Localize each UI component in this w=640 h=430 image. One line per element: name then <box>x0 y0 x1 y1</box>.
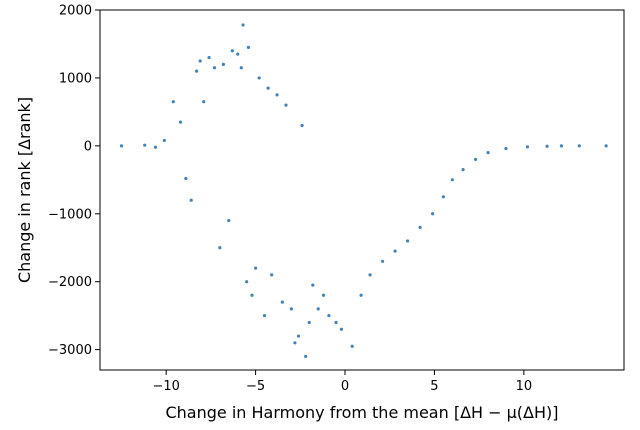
scatter-point <box>393 249 397 253</box>
scatter-point <box>545 144 549 148</box>
scatter-point <box>218 246 222 250</box>
scatter-point <box>207 55 211 60</box>
scatter-point <box>311 283 315 287</box>
y-tick-label: 0 <box>84 139 92 154</box>
y-axis-label: Change in rank [Δrank] <box>15 97 34 283</box>
y-tick-label: −2000 <box>48 275 92 290</box>
scatter-point <box>577 144 581 148</box>
scatter-point <box>262 314 267 318</box>
scatter-point <box>316 307 320 311</box>
scatter-point <box>253 266 258 270</box>
scatter-point <box>304 354 308 359</box>
x-tick-label: −10 <box>152 379 179 394</box>
scatter-point <box>406 239 410 243</box>
plot-frame <box>99 9 625 371</box>
x-tick-label: −5 <box>246 379 265 394</box>
scatter-points <box>119 23 608 359</box>
scatter-point <box>270 273 274 277</box>
scatter-point <box>486 151 490 155</box>
scatter-point <box>119 144 124 148</box>
scatter-point <box>257 76 261 80</box>
scatter-point <box>450 178 454 182</box>
scatter-point <box>473 157 478 162</box>
scatter-point <box>230 49 234 53</box>
scatter-point <box>275 93 279 97</box>
scatter-point <box>184 176 188 181</box>
x-tick-label: 10 <box>516 379 533 394</box>
scatter-point <box>296 334 301 338</box>
scatter-point <box>307 320 311 325</box>
scatter-point <box>300 123 304 128</box>
scatter-point <box>431 212 435 216</box>
scatter-point <box>162 138 166 143</box>
scatter-point <box>350 344 354 348</box>
scatter-point <box>245 280 249 284</box>
scatter-point <box>250 293 254 297</box>
scatter-point <box>339 327 344 331</box>
scatter-point <box>293 341 297 345</box>
scatter-point <box>241 23 245 27</box>
scatter-point <box>143 143 147 147</box>
scatter-point <box>202 100 206 104</box>
scatter-point <box>280 300 285 304</box>
scatter-point <box>227 218 231 223</box>
y-tick-label: −1000 <box>48 207 92 222</box>
scatter-point <box>441 195 445 199</box>
scatter-point <box>212 66 217 70</box>
scatter-point <box>221 62 225 66</box>
x-tick-label: 0 <box>341 379 349 394</box>
scatter-point <box>171 100 175 104</box>
y-tick-label: −3000 <box>48 343 92 358</box>
scatter-point <box>178 120 183 124</box>
scatter-point <box>359 293 363 297</box>
x-axis-label: Change in Harmony from the mean [ΔH − μ(… <box>165 403 558 422</box>
scatter-point <box>327 314 331 318</box>
scatter-point <box>246 45 251 49</box>
scatter-point <box>604 144 608 148</box>
scatter-point <box>189 198 193 202</box>
scatter-point <box>198 59 202 63</box>
scatter-point <box>504 146 508 151</box>
scatter-point <box>236 52 240 56</box>
scatter-point <box>153 145 158 149</box>
scatter-point <box>559 144 564 148</box>
scatter-point <box>266 86 270 90</box>
y-axis-ticks: −3000 −2000 −1000 0 1000 2000 <box>48 4 100 358</box>
scatter-point <box>418 225 422 229</box>
scatter-point <box>380 259 385 263</box>
scatter-point <box>368 273 372 277</box>
scatter-point <box>194 69 199 73</box>
scatter-point <box>284 103 288 107</box>
scatter-point <box>461 168 465 172</box>
x-axis-ticks: −10 −5 0 5 10 <box>152 370 532 394</box>
y-tick-label: 2000 <box>59 4 92 19</box>
scatter-point <box>334 320 338 325</box>
scatter-point <box>239 66 243 70</box>
scatter-point <box>321 293 326 297</box>
y-tick-label: 1000 <box>59 71 92 86</box>
x-tick-label: 5 <box>430 379 438 394</box>
scatter-point <box>525 145 530 149</box>
scatter-point <box>289 307 293 311</box>
